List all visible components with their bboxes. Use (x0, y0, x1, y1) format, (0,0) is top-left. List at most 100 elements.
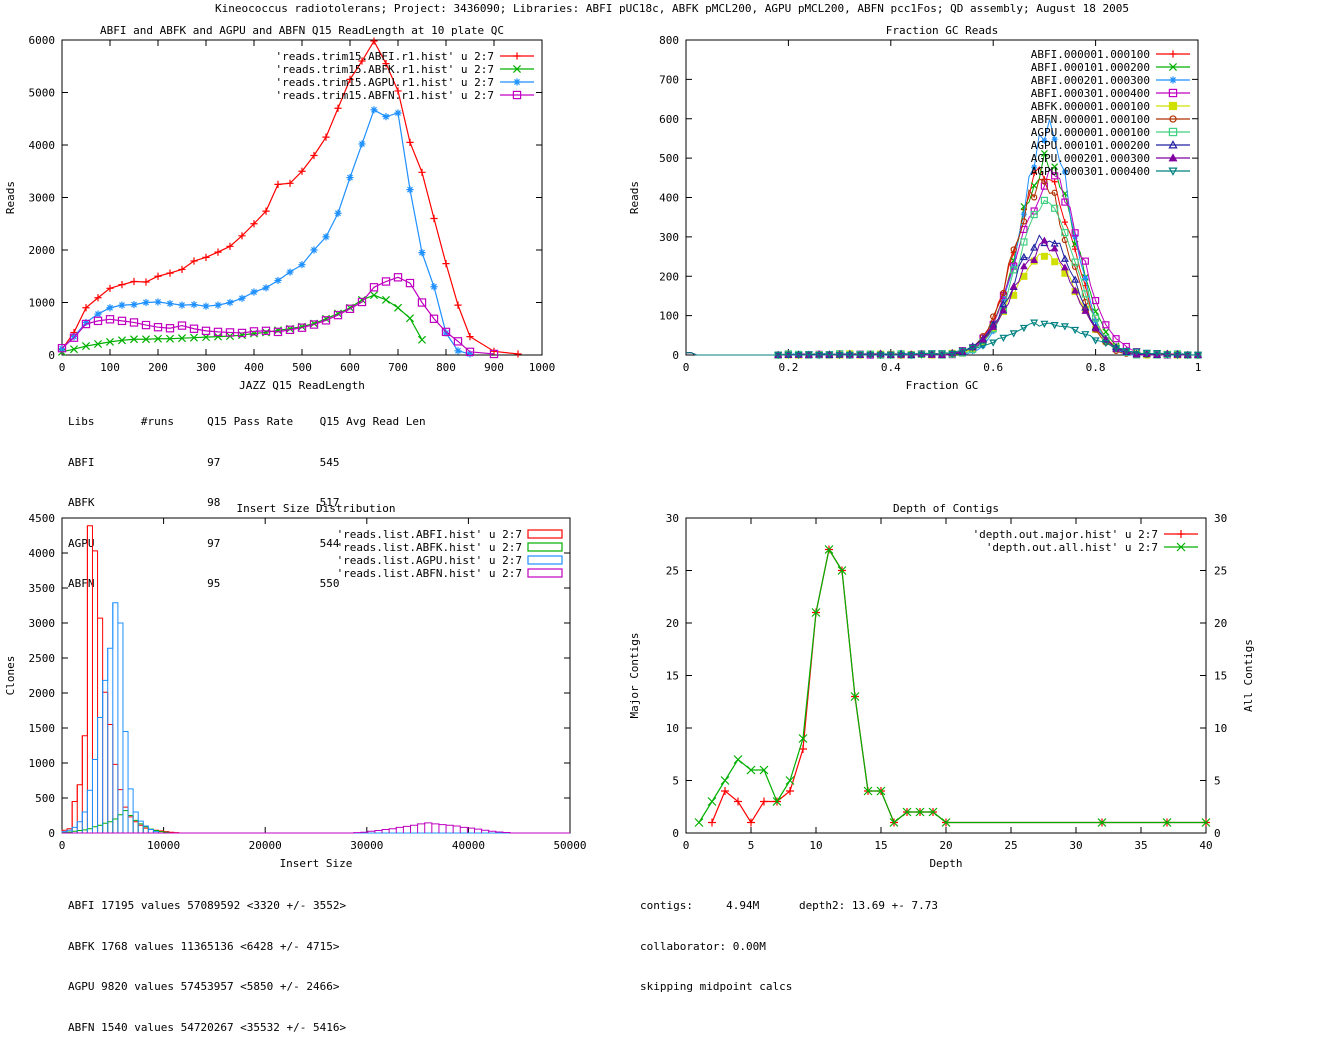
legend-swatch (527, 568, 563, 578)
data-point-marker (249, 327, 259, 336)
x-tick-label: 100 (100, 361, 120, 374)
data-point-marker (1091, 324, 1100, 332)
data-point-marker (118, 281, 126, 289)
stat-line: ABFN 1540 values 54720267 <35532 +/- 541… (68, 1020, 347, 1034)
y-tick-label: 3000 (29, 192, 56, 205)
data-point-marker (165, 334, 175, 343)
data-point-marker (106, 284, 114, 292)
legend-label: 'reads.list.AGPU.hist' u 2:7 (337, 554, 522, 567)
data-point-marker (69, 345, 79, 354)
y-axis-label: Clones (4, 656, 17, 696)
fractiongc-chart-svg[interactable]: Fraction GC Reads 0 100 200 300 400 500 600 700 8… (624, 22, 1344, 392)
data-point-marker (286, 179, 294, 187)
y-tick-label: 1000 (29, 757, 56, 770)
depth-chart-svg[interactable]: Depth of Contigs 0 5 10 15 20 25 30 0 5 10 15 20 25 30… (624, 500, 1344, 870)
data-point-marker (429, 314, 439, 323)
x-tick-label: 30000 (350, 839, 383, 852)
data-point-marker (1153, 350, 1161, 358)
chart-legend[interactable] (527, 529, 563, 578)
data-point-marker (81, 319, 91, 329)
legend-label: ABFI.000201.000300 (1031, 74, 1150, 87)
data-point-marker (1153, 349, 1162, 358)
data-point-marker (214, 301, 222, 309)
data-point-marker (1030, 207, 1038, 215)
data-point-marker (273, 327, 283, 337)
data-point-marker (1072, 233, 1079, 240)
legend-label: 'reads.trim15.ABFI.r1.hist' u 2:7 (275, 50, 494, 63)
data-point-marker (310, 246, 318, 254)
data-point-marker (1168, 88, 1178, 98)
x-tick-label: 0 (59, 839, 66, 852)
data-point-marker (786, 787, 794, 795)
insertsize-chart-svg[interactable]: Insert Size Distribution 0 500 1000 1500 2000… (0, 500, 620, 870)
x-tick-label: 0.4 (881, 361, 901, 374)
x-tick-label: 10 (809, 839, 822, 852)
data-point-marker (1030, 319, 1039, 327)
chart-legend[interactable] (1164, 530, 1198, 552)
data-point-marker (406, 186, 414, 194)
data-point-marker (153, 334, 163, 343)
legend-label: 'reads.list.ABFI.hist' u 2:7 (337, 528, 522, 541)
data-point-marker (82, 304, 90, 312)
data-point-marker (1009, 282, 1018, 290)
data-point-marker (1092, 314, 1100, 322)
data-point-marker (166, 299, 174, 308)
data-point-marker (298, 261, 306, 269)
data-point-marker (70, 333, 78, 341)
data-point-marker (1020, 238, 1028, 246)
data-point-marker (1020, 218, 1028, 225)
series-line (686, 239, 1198, 356)
data-point-marker (1030, 243, 1039, 251)
data-series (62, 822, 570, 834)
chart-legend[interactable] (500, 52, 534, 100)
data-series (686, 252, 1202, 359)
data-point-marker (1168, 127, 1178, 137)
data-point-marker (129, 318, 139, 327)
data-point-marker (1061, 168, 1068, 175)
data-point-marker (1050, 322, 1059, 330)
data-point-marker (310, 151, 318, 160)
data-point-marker (1061, 263, 1069, 271)
data-point-marker (811, 608, 821, 617)
data-point-marker (369, 283, 379, 292)
data-point-marker (285, 325, 295, 335)
data-point-marker (1041, 178, 1048, 185)
y2-tick-label: 5 (1214, 775, 1221, 788)
data-point-marker (1040, 320, 1049, 328)
data-series (61, 602, 570, 834)
data-point-marker (866, 352, 875, 360)
legend-label: 'reads.trim15.AGPU.r1.hist' u 2:7 (275, 76, 494, 89)
data-point-marker (262, 284, 270, 292)
data-point-marker (1051, 136, 1058, 143)
data-series (686, 178, 1202, 359)
data-point-marker (1072, 246, 1079, 253)
y-tick-label: 4000 (29, 139, 56, 152)
readlength-stats-table: Libs #runs Q15 Pass Rate Q15 Avg Read Le… (68, 388, 426, 604)
data-point-marker (1169, 115, 1177, 123)
data-point-marker (845, 352, 854, 360)
data-point-marker (381, 277, 391, 286)
data-point-marker (93, 316, 103, 326)
data-point-marker (454, 301, 462, 309)
data-point-marker (1061, 219, 1068, 226)
data-point-marker (189, 324, 199, 333)
x-tick-label: 800 (436, 361, 456, 374)
data-point-marker (105, 337, 115, 346)
x-tick-label: 0 (59, 361, 66, 374)
data-point-marker (720, 776, 730, 785)
readlength-chart-svg[interactable]: ABFI and ABFK and AGPU and ABFN Q15 Read… (0, 22, 620, 392)
x-tick-label: 30 (1069, 839, 1082, 852)
data-point-marker (990, 313, 997, 320)
chart-legend[interactable] (1156, 50, 1190, 176)
data-point-marker (1071, 326, 1080, 335)
y-axis-label: Reads (4, 181, 17, 214)
data-point-marker (837, 566, 847, 575)
data-point-marker (1102, 321, 1110, 329)
series-line (711, 547, 1206, 824)
series-line (686, 253, 1198, 356)
data-point-marker (794, 352, 803, 360)
data-point-marker (1097, 818, 1107, 827)
x-tick-label: 0.8 (1086, 361, 1106, 374)
data-point-marker (154, 272, 162, 280)
data-series (58, 37, 522, 358)
